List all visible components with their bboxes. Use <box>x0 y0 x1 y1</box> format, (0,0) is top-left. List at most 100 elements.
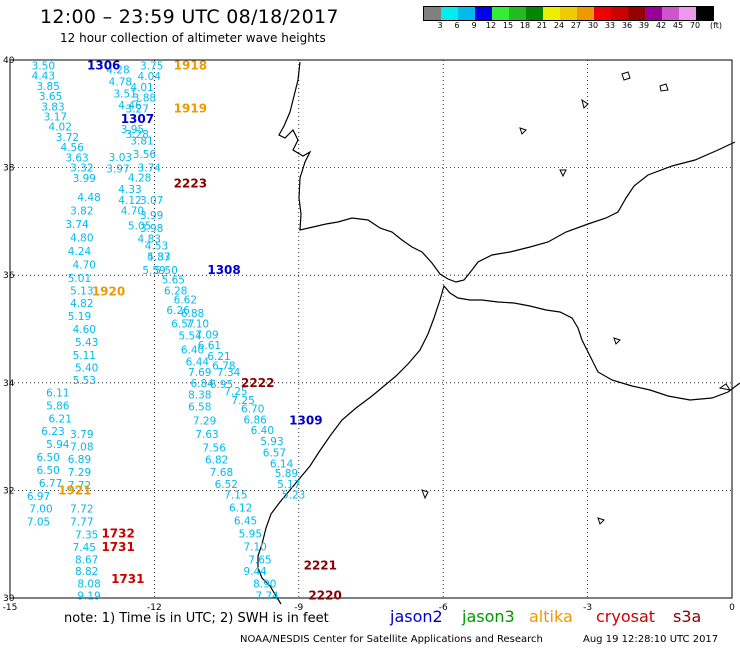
wave-height-value: 5.33 <box>147 251 170 263</box>
coastline <box>257 61 740 605</box>
iberia-west-coast <box>278 61 736 283</box>
wave-height-value: 9.44 <box>243 566 267 578</box>
wave-height-value: 4.82 <box>70 298 93 310</box>
wave-height-value: 3.17 <box>44 111 67 123</box>
colorbar-label: 15 <box>502 21 514 30</box>
colorbar-swatch <box>543 7 560 20</box>
altimeter-marks: 3.504.433.853.653.833.174.023.724.563.63… <box>27 58 342 602</box>
y-tick-label: 40 <box>3 56 15 66</box>
wave-height-value: 3.97 <box>106 164 129 176</box>
wave-height-value: 3.75 <box>140 60 163 72</box>
wave-height-value: 9.19 <box>77 590 100 602</box>
pass-number-label: 1732 <box>101 526 134 540</box>
colorbar-label: 39 <box>638 21 650 30</box>
colorbar-label: 70 <box>689 21 701 30</box>
colorbar-swatch <box>475 7 492 20</box>
wave-height-value: 4.48 <box>77 192 100 204</box>
footnote: note: 1) Time is in UTC; 2) SWH is in fe… <box>64 611 329 626</box>
wave-height-value: 6.44 <box>186 356 210 368</box>
x-tick-label: -6 <box>439 603 448 613</box>
wave-height-value: 7.05 <box>27 517 50 529</box>
wave-height-value: 3.74 <box>138 163 162 175</box>
wave-height-value: 5.86 <box>46 400 70 412</box>
wave-height-value: 6.95 <box>210 379 233 391</box>
colorbar-label: 45 <box>672 21 684 30</box>
wave-height-value: 3.63 <box>65 152 88 164</box>
wave-height-value: 7.09 <box>195 329 218 341</box>
colorbar-swatch <box>645 7 662 20</box>
wave-height-value: 3.27 <box>126 103 149 115</box>
wave-height-value: 4.80 <box>70 233 93 245</box>
colorbar-label: 27 <box>570 21 582 30</box>
wave-height-value: 6.21 <box>207 351 230 363</box>
wave-height-value: 6.70 <box>241 404 264 416</box>
wave-height-value: 5.23 <box>282 490 305 502</box>
island <box>421 489 429 500</box>
legend-altika: altika <box>529 607 573 626</box>
wave-height-value: 3.51 <box>113 88 136 100</box>
y-tick-label: 36 <box>3 271 15 281</box>
colorbar-swatch <box>628 7 645 20</box>
wave-height-value: 6.21 <box>49 413 72 425</box>
wave-height-value: 4.70 <box>73 259 96 271</box>
wave-height-value: 3.81 <box>130 136 153 148</box>
wave-height-value: 5.89 <box>275 468 298 480</box>
x-tick-label: -15 <box>3 603 18 613</box>
wave-height-value: 7.25 <box>231 395 254 407</box>
wave-height-value: 7.56 <box>203 442 227 454</box>
colorbar-label: 42 <box>655 21 667 30</box>
wave-height-value: 7.72 <box>70 504 93 516</box>
wave-height-value: 7.10 <box>186 319 209 331</box>
island <box>581 98 589 109</box>
wave-height-value: 5.95 <box>239 528 262 540</box>
wave-height-value: 4.78 <box>109 77 132 89</box>
wave-height-value: 6.50 <box>36 452 59 464</box>
wave-height-value: 7.08 <box>70 441 93 453</box>
colorbar-swatch <box>577 7 594 20</box>
legend-jason2: jason2 <box>390 607 443 626</box>
wave-height-value: 3.98 <box>140 223 163 235</box>
wave-height-value: 3.83 <box>41 101 64 113</box>
wave-height-value: 5.53 <box>73 375 96 387</box>
legend-s3a: s3a <box>673 607 702 626</box>
wave-height-value: 6.14 <box>270 459 294 471</box>
island <box>659 83 669 92</box>
wave-height-value: 7.35 <box>75 530 98 542</box>
wave-height-value: 6.12 <box>229 503 252 515</box>
wave-height-value: 3.50 <box>32 60 55 72</box>
wave-height-value: 6.26 <box>166 305 190 317</box>
wave-height-value: 7.29 <box>68 467 91 479</box>
wave-height-value: 4.33 <box>118 184 141 196</box>
pass-number-label: 1731 <box>101 540 134 554</box>
wave-height-value: 5.65 <box>162 275 185 287</box>
pass-number-label: 2223 <box>174 177 207 191</box>
wave-height-value: 7.74 <box>255 590 279 602</box>
colorbar-label: 9 <box>471 21 477 30</box>
island <box>613 337 621 345</box>
wave-height-value: 7.00 <box>29 504 52 516</box>
wave-height-value: 6.52 <box>215 479 238 491</box>
credit-line: NOAA/NESDIS Center for Satellite Applica… <box>240 634 543 645</box>
wave-height-value: 5.43 <box>75 337 98 349</box>
island <box>621 71 631 81</box>
y-tick-label: 30 <box>3 594 15 604</box>
wave-height-value: 6.84 <box>191 378 215 390</box>
wave-height-value: 4.87 <box>147 251 170 263</box>
wave-height-value: 4.70 <box>121 206 144 218</box>
colorbar-labels: 3 6 9 12 15 18 21 24 27 30 33 36 39 42 45 70 (ft) <box>423 21 740 33</box>
wave-height-value: 4.56 <box>61 142 85 154</box>
generated-timestamp: Aug 19 12:28:10 UTC 2017 <box>583 634 719 645</box>
page-subtitle: 12 hour collection of altimeter wave hei… <box>60 31 326 45</box>
colorbar-swatch <box>424 7 441 20</box>
wave-height-value: 5.05 <box>128 221 151 233</box>
colorbar-label: (ft) <box>709 21 723 30</box>
pass-number-label: 1921 <box>58 483 91 497</box>
legend-jason3: jason3 <box>462 607 515 626</box>
wave-height-value: 3.95 <box>121 124 144 136</box>
colorbar-label: 24 <box>553 21 565 30</box>
wave-height-value: 3.79 <box>70 429 93 441</box>
wave-height-value: 3.07 <box>140 195 163 207</box>
wave-height-value: 4.28 <box>128 172 151 184</box>
wave-height-value: 6.40 <box>181 344 204 356</box>
